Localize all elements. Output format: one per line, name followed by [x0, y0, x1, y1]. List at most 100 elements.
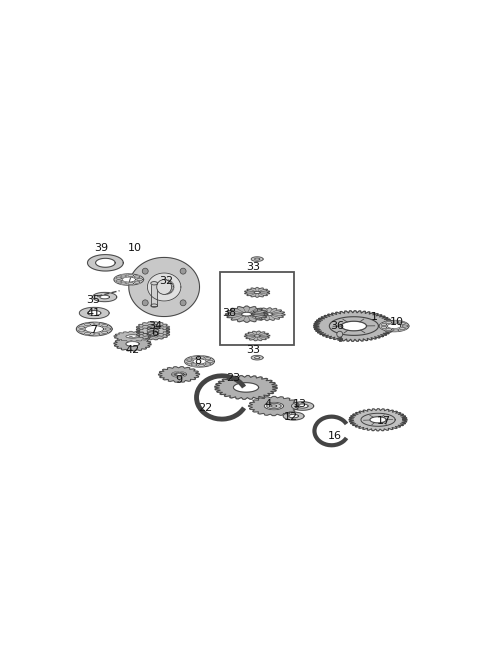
- Polygon shape: [402, 325, 408, 327]
- Polygon shape: [207, 360, 213, 362]
- Polygon shape: [116, 277, 121, 279]
- Polygon shape: [134, 281, 140, 283]
- Text: 35: 35: [86, 295, 100, 305]
- Polygon shape: [176, 372, 178, 374]
- Polygon shape: [181, 375, 184, 376]
- Polygon shape: [329, 317, 378, 336]
- Polygon shape: [399, 323, 405, 325]
- Text: 12: 12: [284, 412, 298, 422]
- Circle shape: [180, 268, 186, 274]
- Polygon shape: [251, 355, 263, 360]
- Text: 17: 17: [377, 416, 391, 426]
- Circle shape: [142, 268, 148, 274]
- Polygon shape: [244, 331, 270, 341]
- Polygon shape: [185, 356, 215, 367]
- Polygon shape: [393, 329, 399, 331]
- Polygon shape: [85, 325, 104, 332]
- Polygon shape: [387, 323, 401, 328]
- Polygon shape: [122, 277, 135, 282]
- Polygon shape: [187, 359, 192, 361]
- Text: 33: 33: [246, 261, 261, 272]
- Polygon shape: [79, 308, 109, 319]
- Polygon shape: [249, 396, 299, 416]
- Polygon shape: [252, 308, 285, 321]
- Polygon shape: [79, 330, 84, 332]
- Circle shape: [180, 300, 186, 306]
- Text: 6: 6: [151, 328, 158, 338]
- Polygon shape: [393, 321, 399, 323]
- Polygon shape: [93, 293, 117, 302]
- Polygon shape: [182, 374, 185, 375]
- Polygon shape: [361, 413, 395, 426]
- Polygon shape: [215, 375, 277, 399]
- Polygon shape: [173, 372, 185, 377]
- Text: 13: 13: [293, 399, 307, 409]
- Polygon shape: [283, 412, 304, 420]
- Polygon shape: [386, 321, 392, 324]
- Text: 8: 8: [194, 357, 201, 366]
- Text: 7: 7: [90, 325, 97, 335]
- Polygon shape: [84, 323, 90, 326]
- Polygon shape: [114, 274, 144, 285]
- Polygon shape: [79, 326, 84, 328]
- Polygon shape: [87, 255, 123, 271]
- Text: 1: 1: [371, 311, 378, 322]
- Polygon shape: [381, 323, 387, 326]
- Polygon shape: [94, 333, 99, 335]
- Text: 32: 32: [159, 276, 173, 287]
- Polygon shape: [179, 375, 181, 377]
- Text: 10: 10: [127, 243, 142, 253]
- Polygon shape: [291, 402, 314, 410]
- Polygon shape: [136, 327, 169, 340]
- Polygon shape: [199, 357, 204, 358]
- Polygon shape: [193, 359, 206, 364]
- Polygon shape: [134, 276, 140, 278]
- Polygon shape: [349, 409, 407, 431]
- Polygon shape: [205, 358, 211, 360]
- Polygon shape: [114, 332, 151, 342]
- Polygon shape: [151, 283, 157, 306]
- Polygon shape: [120, 282, 126, 284]
- Polygon shape: [105, 328, 111, 330]
- Polygon shape: [179, 372, 181, 374]
- Polygon shape: [147, 273, 181, 301]
- Circle shape: [142, 300, 148, 306]
- Polygon shape: [205, 363, 211, 365]
- Polygon shape: [379, 321, 409, 332]
- Polygon shape: [128, 283, 133, 285]
- Polygon shape: [177, 374, 181, 375]
- Text: 9: 9: [176, 375, 182, 385]
- Polygon shape: [251, 257, 263, 261]
- Text: 42: 42: [125, 345, 140, 355]
- Polygon shape: [226, 306, 268, 323]
- Polygon shape: [381, 326, 387, 328]
- Text: 16: 16: [328, 431, 342, 441]
- Polygon shape: [76, 322, 112, 336]
- Text: 23: 23: [226, 373, 240, 383]
- Polygon shape: [181, 373, 184, 374]
- Text: 4: 4: [265, 399, 272, 409]
- Polygon shape: [176, 375, 178, 376]
- Text: 39: 39: [94, 243, 108, 253]
- Polygon shape: [136, 322, 169, 334]
- Polygon shape: [128, 274, 133, 277]
- Polygon shape: [136, 325, 169, 337]
- Polygon shape: [245, 287, 270, 297]
- Polygon shape: [102, 325, 108, 327]
- Text: 22: 22: [198, 403, 212, 413]
- Text: 38: 38: [222, 308, 236, 318]
- Polygon shape: [174, 374, 176, 375]
- Polygon shape: [114, 337, 151, 351]
- Polygon shape: [314, 311, 394, 342]
- Text: 36: 36: [330, 321, 344, 331]
- Polygon shape: [120, 275, 126, 277]
- Polygon shape: [94, 323, 99, 325]
- Circle shape: [157, 279, 172, 295]
- Polygon shape: [137, 278, 143, 281]
- Polygon shape: [192, 364, 197, 366]
- Text: 41: 41: [86, 308, 100, 318]
- Text: 34: 34: [148, 321, 162, 331]
- Polygon shape: [84, 332, 90, 334]
- Polygon shape: [267, 404, 281, 409]
- Polygon shape: [192, 357, 197, 359]
